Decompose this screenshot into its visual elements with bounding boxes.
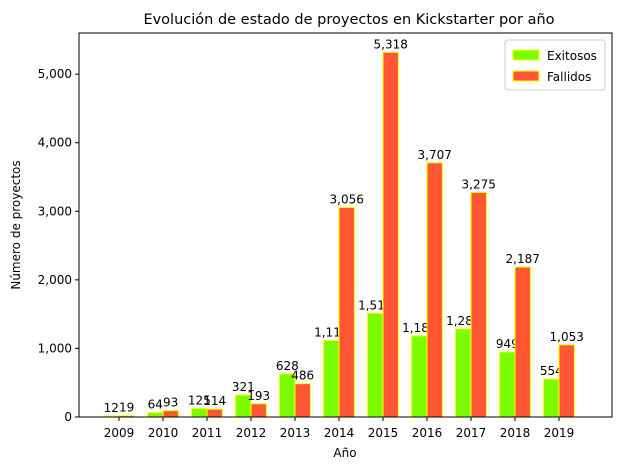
data-label: 3,707 [418, 148, 452, 162]
data-label: 125 [188, 393, 211, 407]
data-label: 1,053 [550, 330, 584, 344]
data-label: 64 [148, 398, 163, 412]
data-label: 114 [203, 394, 226, 408]
bar-exitosos-2011 [191, 407, 208, 418]
legend-label-exitosos: Exitosos [547, 49, 597, 63]
bar-fallidos-2012 [250, 403, 267, 418]
x-tick-label: 2009 [104, 426, 135, 440]
chart-title: Evolución de estado de proyectos en Kick… [143, 12, 554, 28]
bar-fallidos-2013 [294, 383, 311, 418]
y-tick-label: 4,000 [38, 136, 72, 150]
data-label: 3,056 [330, 192, 364, 206]
x-tick-label: 2011 [192, 426, 223, 440]
bar-exitosos-2014 [323, 339, 340, 418]
data-label: 2,187 [506, 252, 540, 266]
y-tick-label: 0 [64, 410, 72, 424]
bar-fallidos-2014 [338, 206, 355, 418]
bar-fallidos-2011 [206, 408, 223, 418]
data-label: 3,275 [462, 177, 496, 191]
data-label: 193 [247, 389, 270, 403]
bar-fallidos-2019 [558, 344, 575, 418]
legend-label-fallidos: Fallidos [547, 70, 591, 84]
plot-area: 0 1,000 2,000 3,000 4,000 5,000 12 19 2009 64 93 20… [38, 37, 584, 440]
y-tick-label: 2,000 [38, 273, 72, 287]
bar-exitosos-2015 [367, 312, 384, 418]
data-label: 628 [276, 359, 299, 373]
legend: Exitosos Fallidos [504, 39, 606, 91]
y-tick-label: 1,000 [38, 341, 72, 355]
y-tick-label: 3,000 [38, 204, 72, 218]
data-label: 321 [232, 380, 255, 394]
data-label: 5,318 [374, 37, 408, 51]
data-label: 486 [291, 369, 314, 383]
y-tick-label: 5,000 [38, 67, 72, 81]
plot-frame [78, 32, 613, 418]
bar-fallidos-2016 [426, 162, 443, 418]
bar-fallidos-2010 [162, 410, 179, 418]
data-label: 93 [163, 396, 178, 410]
bar-fallidos-2017 [470, 191, 487, 418]
legend-swatch-exitosos [512, 49, 540, 61]
x-tick-label: 2012 [236, 426, 267, 440]
legend-swatch-fallidos [512, 70, 540, 82]
bar-exitosos-2017 [455, 328, 472, 418]
x-axis-label: Año [333, 446, 356, 460]
data-label: 19 [119, 401, 134, 415]
x-tick-label: 2018 [500, 426, 531, 440]
x-tick-label: 2017 [456, 426, 487, 440]
data-label: 12 [104, 401, 119, 415]
bar-fallidos-2018 [514, 266, 531, 418]
x-tick-label: 2013 [280, 426, 311, 440]
x-tick-label: 2016 [412, 426, 443, 440]
x-tick-label: 2014 [324, 426, 355, 440]
data-label: 949 [496, 337, 519, 351]
x-tick-label: 2010 [148, 426, 179, 440]
bar-exitosos-2018 [499, 351, 516, 418]
bar-exitosos-2019 [543, 378, 560, 418]
data-label: 554 [540, 364, 563, 378]
bar-exitosos-2016 [411, 335, 428, 418]
y-axis-label: Número de proyectos [9, 160, 23, 289]
bar-exitosos-2010 [147, 412, 164, 418]
x-tick-label: 2015 [368, 426, 399, 440]
x-tick-label: 2019 [544, 426, 575, 440]
bar-fallidos-2015 [382, 51, 399, 418]
